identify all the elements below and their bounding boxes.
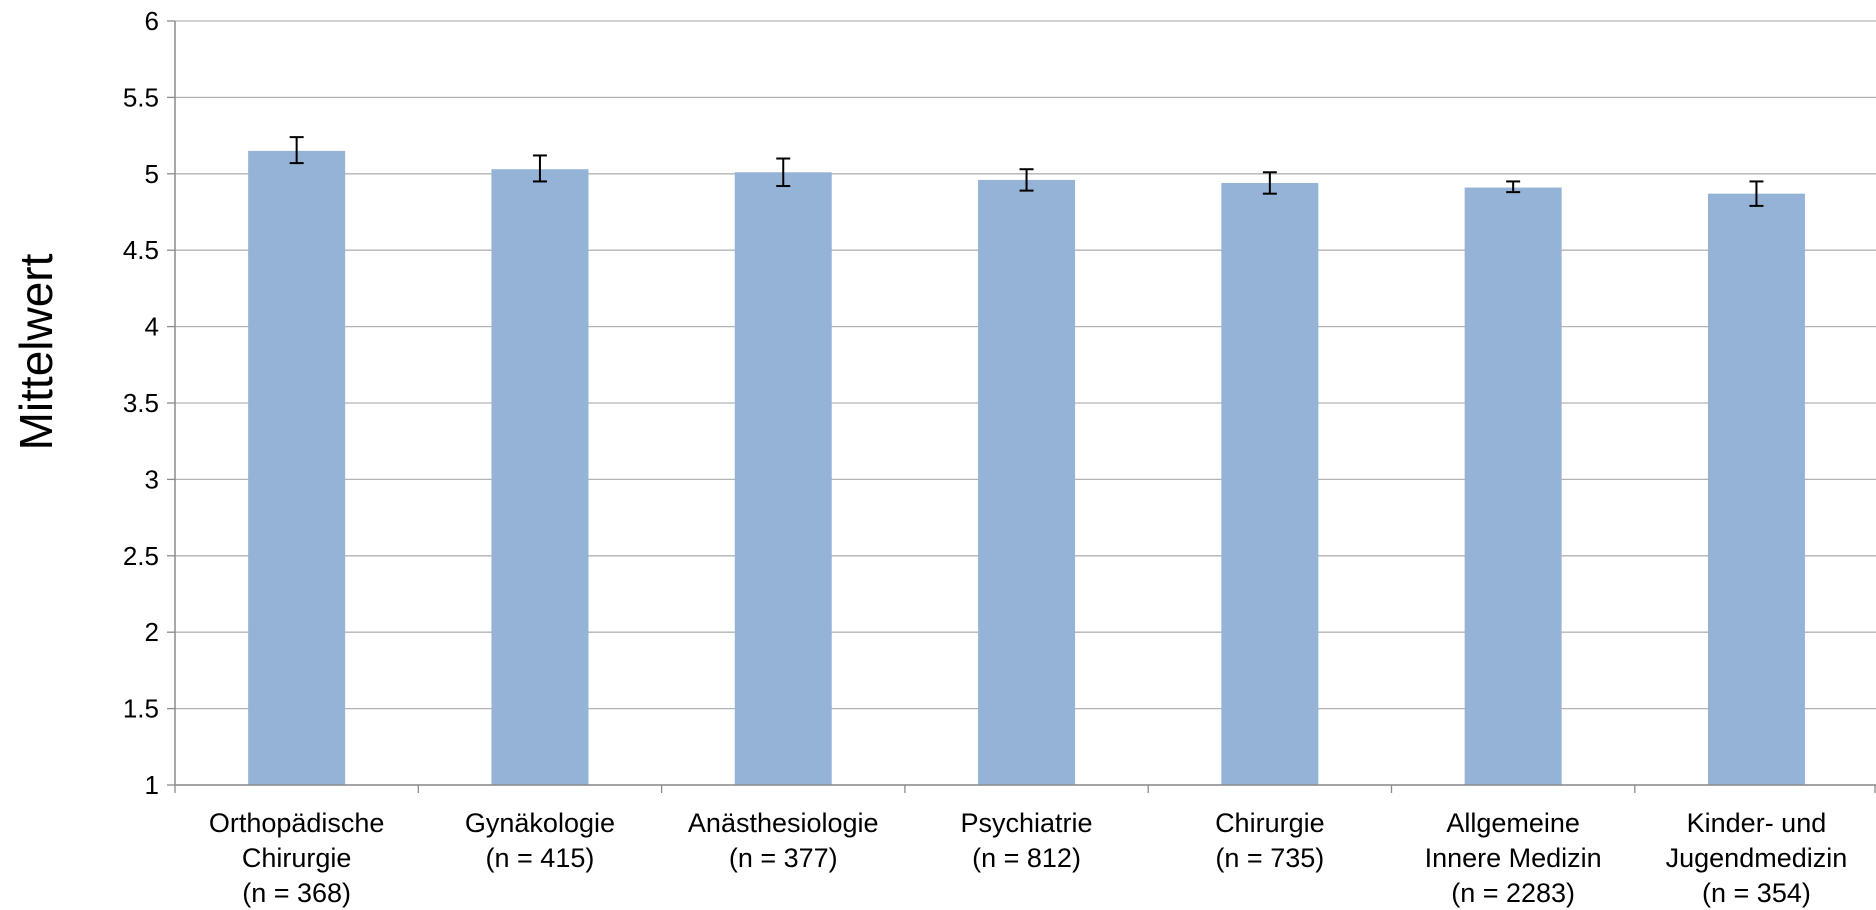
error-bar — [289, 136, 304, 165]
bar — [1464, 187, 1562, 785]
y-tick-labels: 1 1.5 2 2.5 3 3.5 4 4.5 5 5.5 6 — [123, 6, 159, 800]
bar — [248, 150, 346, 785]
x-category-label: Chirurgie — [1215, 808, 1325, 838]
bar — [978, 179, 1076, 786]
x-category-label: Orthopädische — [209, 808, 385, 838]
bar — [1221, 182, 1319, 785]
y-tick-label: 1 — [145, 770, 159, 800]
x-category-label: (n = 2283) — [1451, 878, 1575, 908]
x-category-label: (n = 368) — [242, 878, 351, 908]
y-tick-label: 3 — [145, 464, 159, 494]
error-bars — [289, 136, 1764, 207]
x-category-label: Kinder- und — [1687, 808, 1827, 838]
error-bar — [1749, 180, 1764, 207]
y-tick-label: 4 — [145, 312, 159, 342]
x-category-label: (n = 415) — [486, 843, 595, 873]
bars — [248, 150, 1805, 786]
x-category-label: Innere Medizin — [1425, 843, 1602, 873]
x-category-label: Psychiatrie — [961, 808, 1093, 838]
bar — [491, 169, 589, 785]
error-bar — [1019, 168, 1034, 192]
x-category-label: (n = 377) — [729, 843, 838, 873]
error-bar — [532, 154, 547, 183]
bar — [734, 172, 832, 786]
y-tick-label: 5.5 — [123, 82, 159, 112]
axes — [174, 21, 1876, 793]
y-tick-label: 2.5 — [123, 541, 159, 571]
x-category-label: (n = 354) — [1702, 878, 1811, 908]
x-category-label: (n = 812) — [972, 843, 1081, 873]
y-tick-label: 3.5 — [123, 388, 159, 418]
x-category-label: (n = 735) — [1215, 843, 1324, 873]
x-category-label: Gynäkologie — [465, 808, 615, 838]
error-bar — [1262, 171, 1277, 195]
x-category-label: Allgemeine — [1446, 808, 1580, 838]
x-category-label: Chirurgie — [242, 843, 352, 873]
error-bar — [776, 157, 791, 188]
error-bar — [1506, 180, 1521, 194]
y-tick-label: 2 — [145, 617, 159, 647]
x-category-labels: Orthopädische Chirurgie (n = 368) Gynäkolog… — [209, 808, 1847, 908]
x-category-label: Anästhesiologie — [688, 808, 879, 838]
bar — [1707, 193, 1805, 785]
y-tick-label: 5 — [145, 159, 159, 189]
x-category-label: Jugendmedizin — [1666, 843, 1848, 873]
y-axis-label: Mittelwert — [10, 253, 62, 450]
y-tick-label: 4.5 — [123, 235, 159, 265]
y-tick-label: 1.5 — [123, 694, 159, 724]
y-tick-label: 6 — [145, 6, 159, 36]
